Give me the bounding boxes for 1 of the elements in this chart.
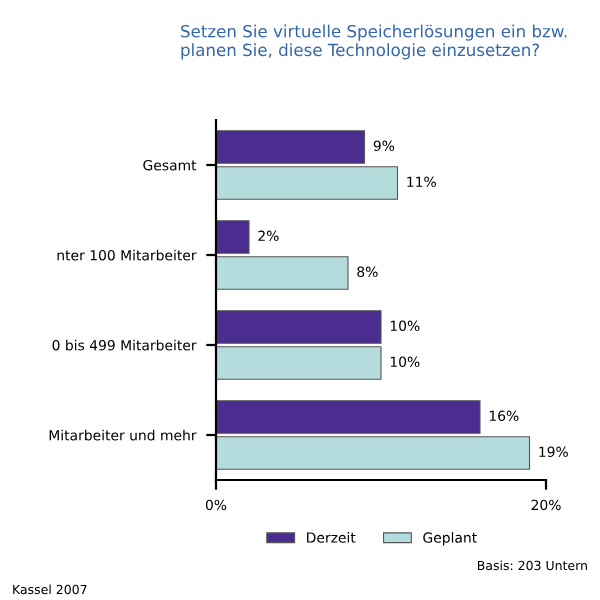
chart-title: Setzen Sie virtuelle Speicherlösungen ein bzw. planen Sie, diese Technologie einzusetzen? xyxy=(181,24,567,60)
